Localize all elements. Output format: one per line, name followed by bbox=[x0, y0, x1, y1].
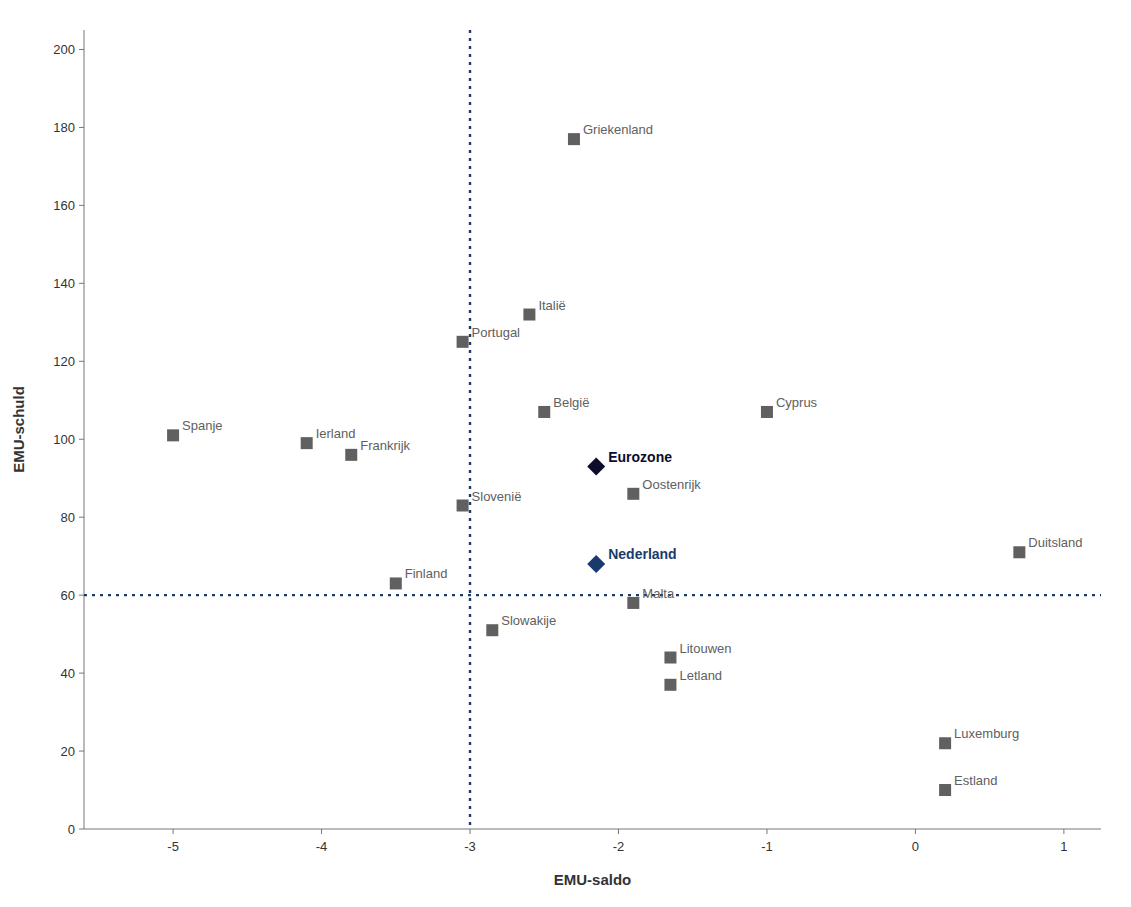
point-label: Ierland bbox=[316, 426, 356, 441]
y-tick bbox=[79, 283, 84, 284]
axes: -5-4-3-2-101020406080100120140160180200 bbox=[53, 30, 1101, 854]
plot-area bbox=[84, 30, 1101, 829]
point-label: Portugal bbox=[472, 325, 521, 340]
y-tick-label: 100 bbox=[53, 432, 75, 447]
point-label: Italië bbox=[538, 298, 565, 313]
square-marker bbox=[568, 133, 580, 145]
square-marker bbox=[761, 406, 773, 418]
y-tick bbox=[79, 49, 84, 50]
x-tick bbox=[766, 829, 767, 834]
point-label: Letland bbox=[679, 668, 722, 683]
y-axis-label: EMU-schuld bbox=[10, 386, 27, 473]
point-label: Duitsland bbox=[1028, 535, 1082, 550]
x-tick bbox=[1063, 829, 1064, 834]
y-tick-label: 180 bbox=[53, 120, 75, 135]
point-labels: Griekenland Italië Portugal België Cyprus Ier… bbox=[182, 122, 1082, 788]
page: {"chart_data": { "type": "scatter", "xla… bbox=[0, 0, 1131, 907]
y-tick bbox=[79, 595, 84, 596]
x-tick bbox=[618, 829, 619, 834]
reference-line bbox=[84, 594, 1101, 596]
y-tick-label: 120 bbox=[53, 354, 75, 369]
y-tick bbox=[79, 361, 84, 362]
x-tick bbox=[173, 829, 174, 834]
diamond-marker bbox=[587, 458, 605, 476]
point-label: Eurozone bbox=[608, 449, 672, 465]
point-label: Frankrijk bbox=[360, 438, 410, 453]
y-tick-label: 160 bbox=[53, 198, 75, 213]
square-marker bbox=[301, 437, 313, 449]
x-tick-label: -5 bbox=[167, 839, 179, 854]
x-tick-label: -4 bbox=[316, 839, 328, 854]
point-label: Nederland bbox=[608, 546, 676, 562]
square-marker bbox=[939, 737, 951, 749]
chart: -5-4-3-2-101020406080100120140160180200E… bbox=[0, 0, 1131, 907]
y-tick bbox=[79, 829, 84, 830]
x-tick-label: -1 bbox=[761, 839, 773, 854]
point-label: Spanje bbox=[182, 418, 222, 433]
x-axis-label: EMU-saldo bbox=[554, 871, 632, 888]
square-marker bbox=[627, 597, 639, 609]
y-tick bbox=[79, 127, 84, 128]
y-tick bbox=[79, 673, 84, 674]
square-marker bbox=[457, 336, 469, 348]
point-label: Slovenië bbox=[472, 489, 522, 504]
square-marker bbox=[457, 500, 469, 512]
square-marker bbox=[167, 429, 179, 441]
square-marker bbox=[486, 624, 498, 636]
y-tick-label: 60 bbox=[61, 588, 75, 603]
x-tick-label: -2 bbox=[613, 839, 625, 854]
square-marker bbox=[664, 652, 676, 664]
x-tick bbox=[915, 829, 916, 834]
square-marker bbox=[345, 449, 357, 461]
point-label: Luxemburg bbox=[954, 726, 1019, 741]
y-tick-label: 40 bbox=[61, 666, 75, 681]
square-marker bbox=[627, 488, 639, 500]
point-label: België bbox=[553, 395, 589, 410]
y-tick-label: 200 bbox=[53, 42, 75, 57]
point-label: Griekenland bbox=[583, 122, 653, 137]
square-marker bbox=[664, 679, 676, 691]
x-tick-label: 0 bbox=[912, 839, 919, 854]
square-marker bbox=[523, 309, 535, 321]
y-tick-label: 20 bbox=[61, 744, 75, 759]
point-label: Malta bbox=[642, 586, 675, 601]
y-tick-label: 140 bbox=[53, 276, 75, 291]
square-marker bbox=[1013, 546, 1025, 558]
y-axis-line bbox=[84, 30, 85, 829]
point-label: Slowakije bbox=[501, 613, 556, 628]
point-label: Estland bbox=[954, 773, 997, 788]
square-marker bbox=[390, 577, 402, 589]
y-tick bbox=[79, 439, 84, 440]
y-tick-label: 80 bbox=[61, 510, 75, 525]
x-axis-line bbox=[84, 829, 1101, 830]
diamond-marker bbox=[587, 555, 605, 573]
point-label: Cyprus bbox=[776, 395, 818, 410]
y-tick bbox=[79, 205, 84, 206]
point-label: Finland bbox=[405, 566, 448, 581]
y-tick-label: 0 bbox=[68, 822, 75, 837]
point-label: Oostenrijk bbox=[642, 477, 701, 492]
point-label: Litouwen bbox=[679, 641, 731, 656]
y-tick bbox=[79, 751, 84, 752]
square-marker bbox=[939, 784, 951, 796]
y-tick bbox=[79, 517, 84, 518]
reference-line bbox=[469, 30, 471, 829]
x-tick bbox=[470, 829, 471, 834]
x-tick-label: 1 bbox=[1060, 839, 1067, 854]
x-tick bbox=[321, 829, 322, 834]
square-marker bbox=[538, 406, 550, 418]
x-tick-label: -3 bbox=[464, 839, 476, 854]
